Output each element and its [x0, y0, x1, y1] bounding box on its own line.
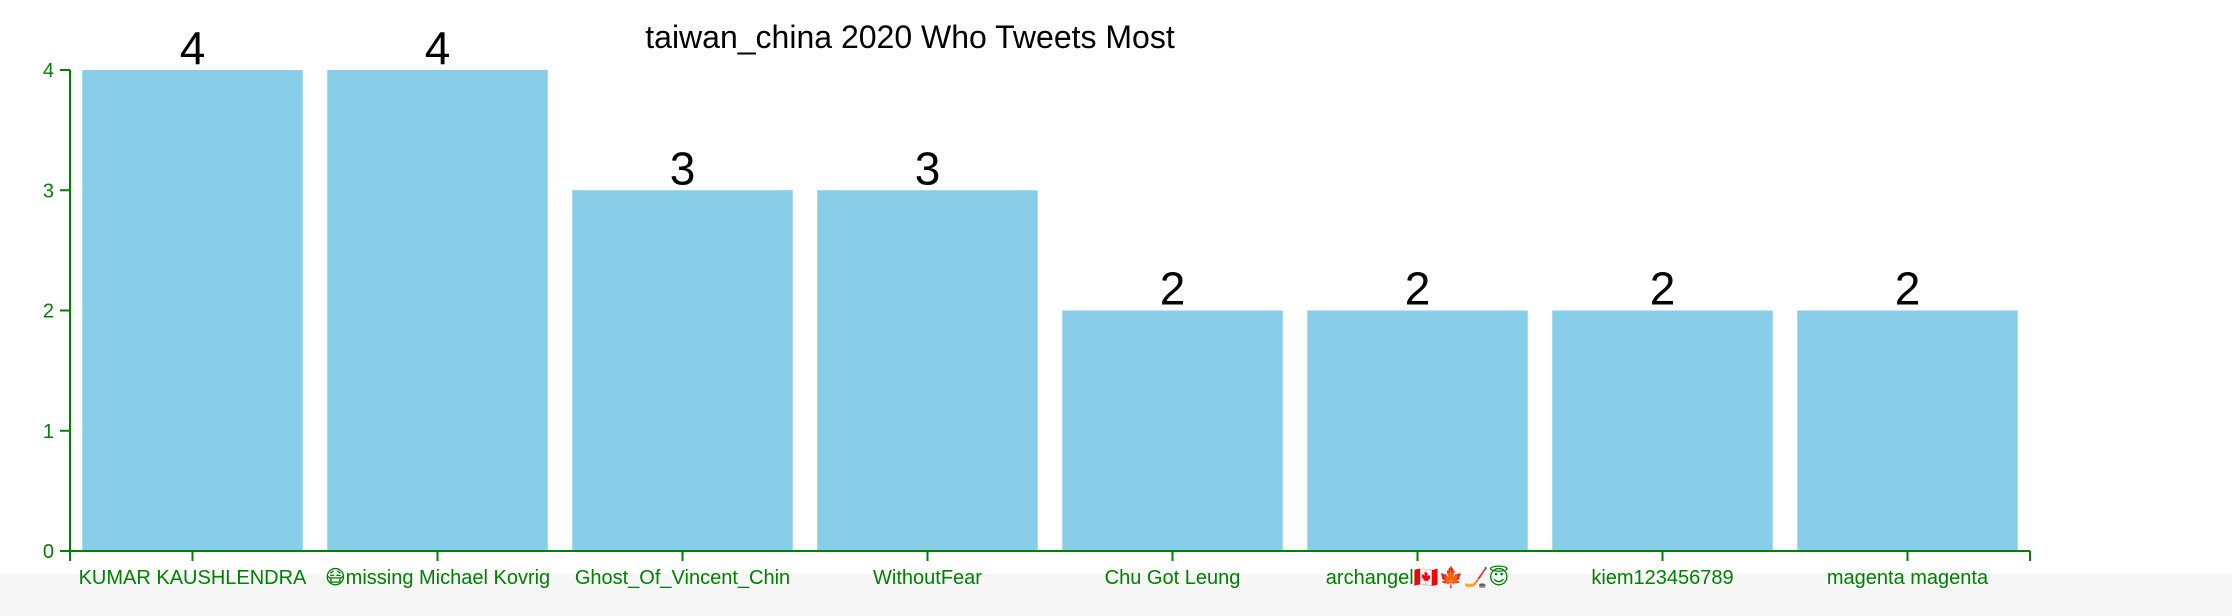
bar — [1062, 310, 1283, 551]
bar-value-label: 2 — [1650, 263, 1676, 315]
y-tick-label: 4 — [43, 60, 54, 82]
bar-value-label: 2 — [1160, 263, 1186, 315]
bar — [1797, 310, 2018, 551]
bar-value-label: 3 — [670, 142, 696, 194]
y-tick-label: 3 — [43, 180, 54, 202]
bar-value-label: 4 — [180, 22, 206, 74]
bar — [817, 190, 1038, 551]
x-tick-label: kiem123456789 — [1591, 567, 1733, 589]
bar-value-label: 2 — [1405, 263, 1431, 315]
bar — [82, 70, 303, 551]
value-labels-group: 4 4 3 3 2 2 2 2 — [180, 22, 1921, 315]
bar — [572, 190, 793, 551]
bar — [1552, 310, 1773, 551]
bar-value-label: 2 — [1895, 263, 1921, 315]
bars-group — [82, 70, 2018, 551]
bar-value-label: 4 — [425, 22, 451, 74]
x-tick-label: WithoutFear — [873, 567, 982, 589]
y-tick-label: 0 — [43, 541, 54, 563]
x-tick-label: archangel🇨🇦🍁🏒😇 — [1326, 565, 1509, 589]
bar-value-label: 3 — [915, 142, 941, 194]
x-axis: KUMAR KAUSHLENDRA 😷missing Michael Kovrig… — [69, 550, 2031, 589]
x-tick-label: Ghost_Of_Vincent_Chin — [575, 567, 790, 589]
bar — [327, 70, 548, 551]
y-tick-label: 1 — [43, 421, 54, 443]
y-tick-label: 2 — [43, 301, 54, 323]
x-tick-label: Chu Got Leung — [1105, 567, 1241, 589]
x-tick-label: magenta magenta — [1827, 567, 1989, 589]
chart-title: taiwan_china 2020 Who Tweets Most — [645, 19, 1175, 55]
x-tick-label: 😷missing Michael Kovrig — [325, 567, 550, 589]
bottom-strip — [0, 574, 2232, 616]
bar — [1307, 310, 1528, 551]
y-axis: 0 1 2 3 4 — [43, 60, 71, 563]
x-tick-label: KUMAR KAUSHLENDRA — [79, 567, 307, 589]
